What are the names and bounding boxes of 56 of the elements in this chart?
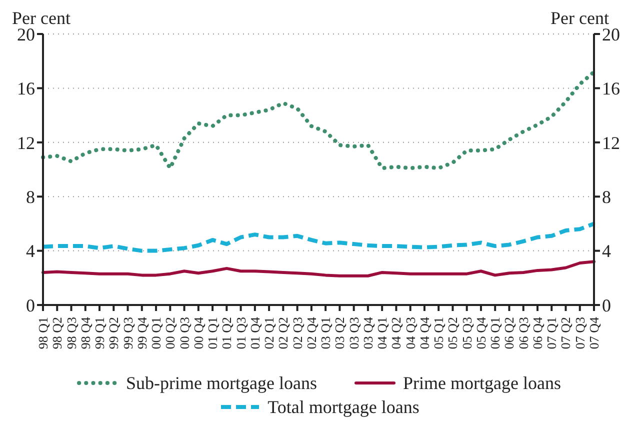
y2-tick-label: 8 bbox=[602, 186, 611, 207]
y2-tick-label: 12 bbox=[602, 132, 620, 153]
x-tick-label: 98 Q2 bbox=[50, 317, 65, 350]
x-tick-label: 07 Q2 bbox=[558, 317, 574, 350]
x-tick-label: 03 Q4 bbox=[360, 316, 376, 350]
x-tick-label: 98 Q3 bbox=[64, 317, 79, 350]
x-tick-label: 98 Q1 bbox=[36, 317, 50, 350]
x-tick-label: 00 Q2 bbox=[162, 317, 178, 350]
y-tick-label: 12 bbox=[17, 132, 35, 153]
x-tick-label: 98 Q4 bbox=[78, 316, 93, 350]
y2-tick-label: 4 bbox=[602, 241, 611, 262]
x-tick-label: 00 Q1 bbox=[148, 317, 164, 350]
x-tick-label: 04 Q2 bbox=[388, 317, 404, 350]
legend-label: Total mortgage loans bbox=[268, 396, 420, 419]
line-series bbox=[41, 70, 596, 170]
x-tick-label: 05 Q1 bbox=[431, 317, 446, 350]
x-tick-label: 99 Q1 bbox=[92, 317, 108, 350]
x-tick-label: 04 Q4 bbox=[416, 316, 432, 350]
x-tick-label: 06 Q3 bbox=[516, 317, 531, 350]
x-tick-label: 01 Q1 bbox=[205, 317, 220, 350]
x-tick-label: 02 Q2 bbox=[276, 317, 291, 350]
x-tick-label: 05 Q3 bbox=[459, 317, 474, 350]
x-tick-label: 02 Q4 bbox=[304, 316, 319, 350]
x-tick-label: 01 Q2 bbox=[219, 317, 234, 350]
x-tick-label: 00 Q4 bbox=[190, 316, 206, 350]
x-tick-label: 07 Q4 bbox=[586, 316, 602, 350]
x-tick-label: 07 Q3 bbox=[572, 317, 588, 350]
y-tick-label: 4 bbox=[26, 241, 35, 262]
x-tick-label: 03 Q2 bbox=[332, 317, 348, 350]
y2-tick-label: 0 bbox=[602, 295, 611, 316]
line-series bbox=[42, 260, 596, 278]
x-tick-label: 05 Q2 bbox=[445, 317, 460, 350]
legend-label: Sub-prime mortgage loans bbox=[126, 372, 317, 395]
x-tick-label: 06 Q4 bbox=[530, 316, 545, 350]
x-tick-label: 06 Q1 bbox=[488, 317, 503, 350]
y2-tick-label: 16 bbox=[602, 78, 620, 99]
x-tick-label: 01 Q3 bbox=[233, 317, 248, 350]
x-tick-label: 03 Q3 bbox=[346, 317, 362, 350]
y-tick-label: 8 bbox=[26, 186, 35, 207]
x-tick-label: 06 Q2 bbox=[502, 317, 517, 350]
y-tick-label: 16 bbox=[17, 78, 35, 99]
line-series bbox=[41, 222, 596, 253]
x-tick-label: 04 Q3 bbox=[402, 317, 418, 350]
x-tick-label: 01 Q4 bbox=[247, 316, 262, 350]
x-tick-label: 04 Q1 bbox=[374, 317, 390, 350]
x-tick-label: 07 Q1 bbox=[544, 317, 560, 350]
x-tick-label: 03 Q1 bbox=[318, 317, 334, 350]
x-tick-label: 99 Q4 bbox=[134, 316, 150, 350]
x-tick-label: 05 Q4 bbox=[473, 316, 488, 350]
y-tick-label: 0 bbox=[26, 295, 35, 316]
legend-label: Prime mortgage loans bbox=[403, 372, 561, 395]
x-tick-label: 02 Q1 bbox=[262, 317, 277, 350]
x-tick-label: 02 Q3 bbox=[290, 317, 305, 350]
x-tick-label: 99 Q3 bbox=[120, 317, 136, 350]
x-tick-label: 99 Q2 bbox=[106, 317, 122, 350]
x-tick-label: 00 Q3 bbox=[176, 317, 192, 350]
